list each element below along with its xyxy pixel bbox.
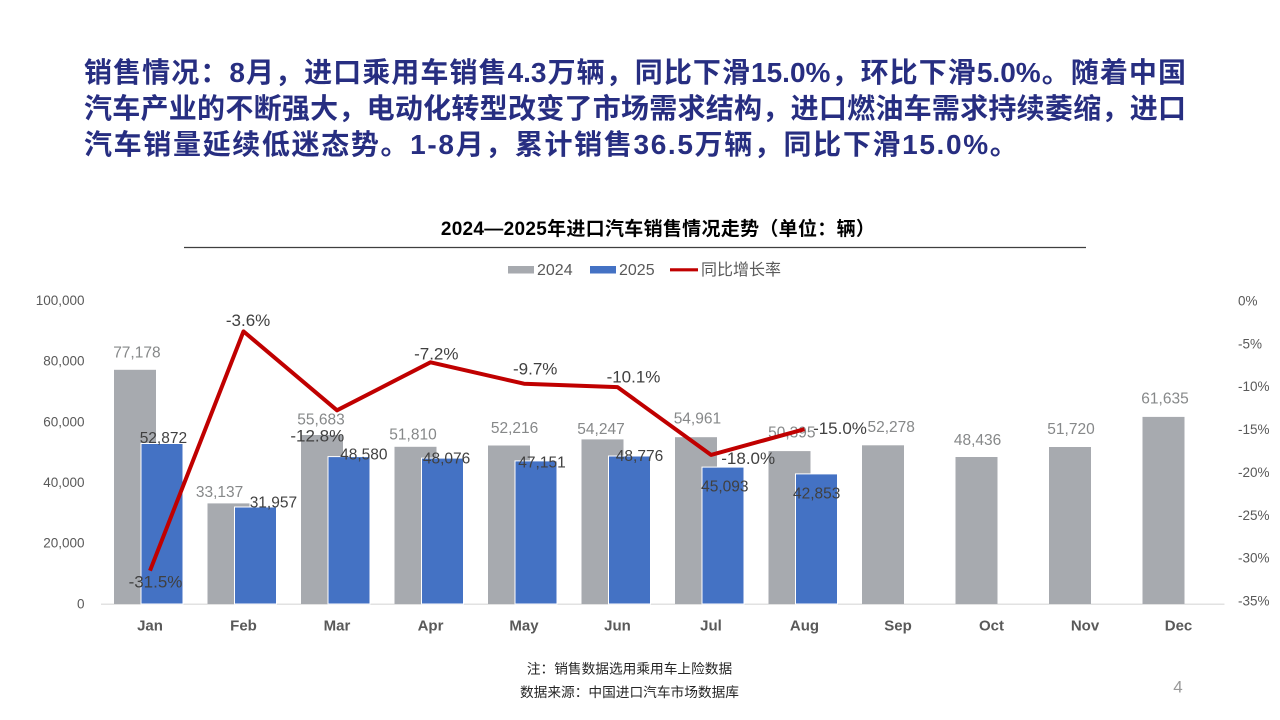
svg-text:-30%: -30%: [1238, 551, 1270, 566]
svg-text:Jun: Jun: [604, 617, 631, 634]
svg-text:-35%: -35%: [1238, 594, 1270, 609]
svg-text:0%: 0%: [1238, 293, 1258, 308]
svg-text:-7.2%: -7.2%: [414, 345, 458, 364]
svg-text:-15.0%: -15.0%: [813, 419, 867, 438]
svg-text:Jul: Jul: [700, 617, 722, 634]
svg-text:-25%: -25%: [1238, 508, 1270, 523]
svg-text:-10%: -10%: [1238, 379, 1270, 394]
svg-text:4: 4: [1173, 678, 1182, 697]
svg-text:60,000: 60,000: [43, 414, 84, 429]
svg-text:52,278: 52,278: [867, 419, 914, 436]
svg-text:-20%: -20%: [1238, 465, 1270, 480]
svg-text:Sep: Sep: [884, 617, 912, 634]
svg-text:Dec: Dec: [1165, 617, 1193, 634]
svg-text:100,000: 100,000: [36, 293, 85, 308]
svg-text:48,436: 48,436: [954, 432, 1001, 449]
svg-text:Jan: Jan: [137, 617, 163, 634]
svg-text:-10.1%: -10.1%: [607, 368, 661, 387]
svg-text:47,151: 47,151: [518, 455, 565, 472]
svg-text:51,810: 51,810: [389, 427, 437, 444]
svg-text:-3.6%: -3.6%: [226, 311, 270, 330]
svg-text:Mar: Mar: [324, 617, 351, 634]
svg-text:51,720: 51,720: [1047, 421, 1095, 438]
svg-text:80,000: 80,000: [43, 354, 84, 369]
svg-text:77,178: 77,178: [113, 344, 160, 361]
svg-text:61,635: 61,635: [1141, 391, 1188, 408]
svg-text:Oct: Oct: [979, 617, 1004, 634]
svg-text:2024—2025年进口汽车销售情况走势（单位：辆）: 2024—2025年进口汽车销售情况走势（单位：辆）: [441, 217, 875, 240]
svg-text:40,000: 40,000: [43, 475, 84, 490]
svg-text:2024: 2024: [537, 262, 573, 279]
svg-text:48,776: 48,776: [616, 448, 663, 465]
svg-text:-9.7%: -9.7%: [513, 360, 557, 379]
svg-text:55,683: 55,683: [297, 412, 344, 429]
svg-text:-15%: -15%: [1238, 422, 1270, 437]
svg-text:52,872: 52,872: [140, 430, 187, 447]
svg-text:-5%: -5%: [1238, 336, 1262, 351]
svg-text:52,216: 52,216: [491, 420, 538, 437]
svg-text:Apr: Apr: [418, 617, 444, 634]
svg-text:Aug: Aug: [790, 617, 819, 634]
svg-text:数据来源：中国进口汽车市场数据库: 数据来源：中国进口汽车市场数据库: [520, 684, 739, 700]
svg-text:33,137: 33,137: [196, 484, 243, 501]
svg-text:48,076: 48,076: [423, 451, 470, 468]
svg-text:48,580: 48,580: [340, 447, 388, 464]
svg-text:Feb: Feb: [230, 617, 257, 634]
svg-text:May: May: [509, 617, 539, 634]
svg-text:-12.8%: -12.8%: [290, 427, 344, 446]
svg-text:Nov: Nov: [1071, 617, 1100, 634]
svg-text:54,961: 54,961: [674, 410, 721, 427]
svg-text:54,247: 54,247: [577, 421, 624, 438]
svg-text:-18.0%: -18.0%: [721, 449, 775, 468]
svg-text:42,853: 42,853: [793, 486, 840, 503]
svg-text:31,957: 31,957: [250, 495, 297, 512]
svg-text:同比增长率: 同比增长率: [701, 261, 781, 279]
svg-text:注：销售数据选用乘用车上险数据: 注：销售数据选用乘用车上险数据: [527, 661, 733, 677]
svg-text:0: 0: [77, 596, 85, 611]
svg-text:2025: 2025: [619, 262, 655, 279]
svg-text:-31.5%: -31.5%: [129, 573, 183, 592]
svg-text:20,000: 20,000: [43, 536, 84, 551]
svg-text:45,093: 45,093: [701, 478, 748, 495]
